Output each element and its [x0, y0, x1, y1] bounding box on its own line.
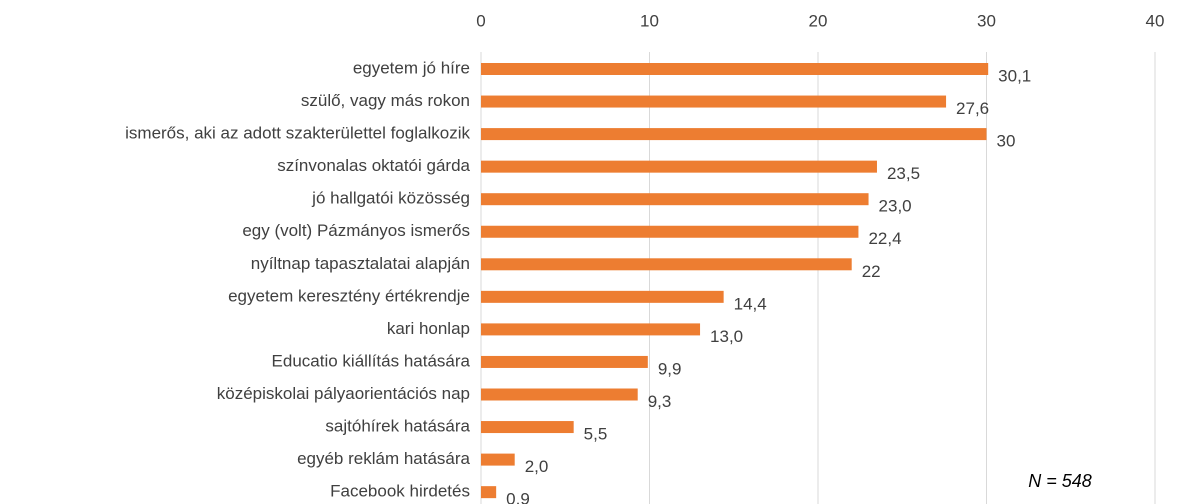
data-label: 30,1 — [998, 66, 1031, 85]
bar — [481, 128, 987, 141]
data-label: 30 — [997, 132, 1016, 151]
bar — [481, 486, 497, 499]
y-tick-label: Educatio kiállítás hatására — [272, 351, 471, 370]
data-label: 0,9 — [506, 490, 530, 504]
y-tick-label: egyéb reklám hatására — [297, 449, 470, 468]
data-label: 5,5 — [584, 425, 608, 444]
bar — [481, 453, 515, 466]
bar — [481, 160, 877, 173]
bar — [481, 225, 859, 238]
y-tick-label: középiskolai pályaorientációs nap — [217, 384, 470, 403]
bar — [481, 355, 648, 368]
bar — [481, 63, 989, 75]
data-label: 14,4 — [734, 294, 767, 313]
data-label: 9,3 — [648, 392, 672, 411]
y-tick-label: egyetem jó híre — [353, 58, 470, 77]
y-tick-label: szülő, vagy más rokon — [301, 91, 470, 110]
y-tick-label: ismerős, aki az adott szakterülettel fog… — [125, 124, 470, 143]
data-label: 22 — [862, 262, 881, 281]
x-tick-label: 10 — [640, 11, 659, 30]
data-label: 27,6 — [956, 99, 989, 118]
bar — [481, 421, 574, 434]
bar — [481, 258, 852, 271]
y-tick-label: egyetem keresztény értékrendje — [228, 286, 470, 305]
bar — [481, 193, 869, 206]
data-label: 23,0 — [879, 197, 912, 216]
data-label: 13,0 — [710, 327, 743, 346]
y-tick-label: jó hallgatói közösség — [311, 189, 470, 208]
x-tick-label: 30 — [977, 11, 996, 30]
x-tick-label: 20 — [809, 11, 828, 30]
bar — [481, 388, 638, 401]
y-tick-label: nyíltnap tapasztalatai alapján — [251, 254, 470, 273]
data-label: 9,9 — [658, 359, 682, 378]
y-tick-label: kari honlap — [387, 319, 470, 338]
data-label: 23,5 — [887, 164, 920, 183]
x-tick-label: 0 — [476, 11, 485, 30]
y-tick-label: egy (volt) Pázmányos ismerős — [242, 221, 470, 240]
data-label: 2,0 — [525, 457, 549, 476]
bar — [481, 95, 947, 108]
y-tick-label: színvonalas oktatói gárda — [277, 156, 470, 175]
data-label: 22,4 — [868, 229, 901, 248]
bar — [481, 323, 701, 336]
x-tick-label: 40 — [1146, 11, 1165, 30]
bar — [481, 290, 724, 303]
annotation: N = 548 — [1028, 471, 1092, 491]
y-tick-label: Facebook hirdetés — [330, 482, 470, 501]
y-tick-label: sajtóhírek hatására — [325, 417, 470, 436]
